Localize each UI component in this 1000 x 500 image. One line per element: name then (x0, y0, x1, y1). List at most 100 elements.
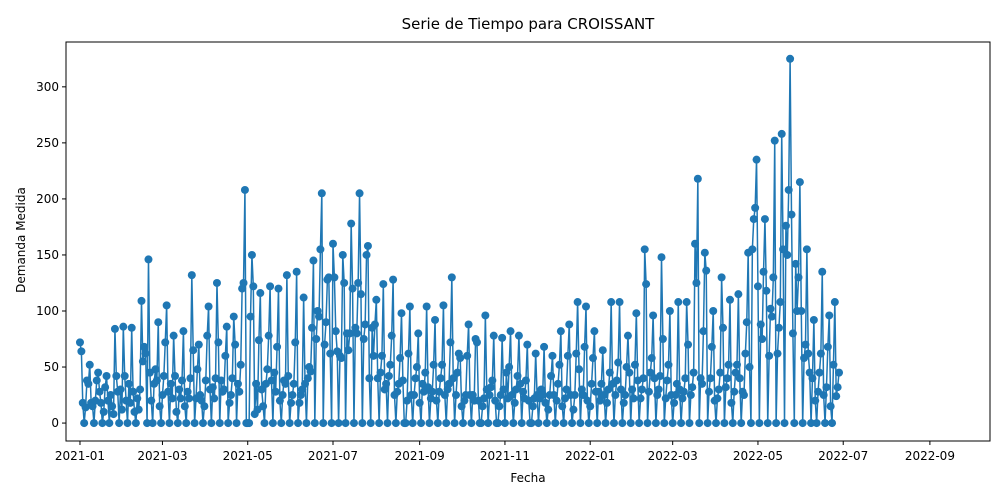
data-point (734, 290, 743, 299)
data-point (366, 419, 375, 428)
data-point (788, 329, 797, 338)
data-point (554, 379, 563, 388)
data-point (129, 387, 138, 396)
data-point (415, 398, 424, 407)
data-point (684, 340, 693, 349)
data-point (284, 371, 293, 380)
data-point (397, 309, 406, 318)
data-point (182, 419, 191, 428)
data-point (489, 331, 498, 340)
data-point (611, 391, 620, 400)
data-point (709, 306, 718, 315)
data-point (422, 302, 431, 311)
data-point (169, 331, 178, 340)
data-point (575, 365, 584, 374)
data-point (291, 338, 300, 347)
data-point (725, 295, 734, 304)
data-point (823, 342, 832, 351)
data-point (295, 398, 304, 407)
data-point (491, 396, 500, 405)
data-point (285, 419, 294, 428)
data-point (225, 398, 234, 407)
data-point (273, 342, 282, 351)
data-point (412, 363, 421, 372)
data-point (176, 394, 185, 403)
data-point (384, 371, 393, 380)
data-point (597, 379, 606, 388)
data-point (540, 342, 549, 351)
data-point (80, 419, 89, 428)
data-point (355, 189, 364, 198)
data-point (706, 374, 715, 383)
data-point (232, 419, 241, 428)
data-point (832, 392, 841, 401)
data-point (105, 419, 114, 428)
data-point (456, 354, 465, 363)
data-point (703, 419, 712, 428)
data-point (204, 302, 213, 311)
data-point (187, 271, 196, 280)
data-point (763, 419, 772, 428)
data-point (514, 331, 523, 340)
data-point (809, 315, 818, 324)
data-point (338, 250, 347, 259)
data-point (607, 298, 616, 307)
data-point (618, 419, 627, 428)
data-point (671, 391, 680, 400)
data-point (246, 312, 255, 321)
data-point (429, 360, 438, 369)
data-point (322, 318, 331, 327)
chart-title: Serie de Tiempo para CROISSANT (402, 15, 656, 33)
data-point (171, 371, 180, 380)
data-point (370, 320, 379, 329)
data-point (382, 379, 391, 388)
data-point (559, 419, 568, 428)
data-point (656, 371, 665, 380)
data-point (765, 351, 774, 360)
data-point (464, 320, 473, 329)
data-point (327, 419, 336, 428)
data-point (830, 298, 839, 307)
data-point (695, 419, 704, 428)
data-point (256, 289, 265, 298)
data-point (632, 309, 641, 318)
data-point (807, 419, 816, 428)
data-point (340, 278, 349, 287)
data-point (377, 351, 386, 360)
data-point (686, 391, 695, 400)
data-point (389, 275, 398, 284)
data-point (510, 398, 519, 407)
data-point (756, 320, 765, 329)
data-point (302, 419, 311, 428)
data-point (161, 338, 170, 347)
data-point (679, 387, 688, 396)
data-point (589, 354, 597, 363)
y-tick-label: 0 (51, 416, 59, 430)
data-point (818, 267, 827, 276)
data-point (720, 419, 729, 428)
data-point (498, 333, 507, 342)
data-point (829, 360, 838, 369)
data-point (337, 354, 346, 363)
data-point (619, 398, 628, 407)
data-point (292, 267, 301, 276)
data-point (212, 278, 221, 287)
data-point (165, 419, 174, 428)
data-point (484, 419, 493, 428)
data-point (601, 419, 610, 428)
data-point (432, 396, 441, 405)
data-point (257, 385, 266, 394)
data-point (644, 387, 653, 396)
data-point (239, 278, 248, 287)
data-point (372, 295, 381, 304)
data-point (587, 379, 596, 388)
data-point (166, 379, 175, 388)
data-point (369, 351, 378, 360)
data-point (282, 271, 291, 280)
data-point (312, 335, 321, 344)
data-point (572, 349, 581, 358)
data-point (391, 419, 400, 428)
data-point (699, 327, 708, 336)
data-point (331, 327, 340, 336)
